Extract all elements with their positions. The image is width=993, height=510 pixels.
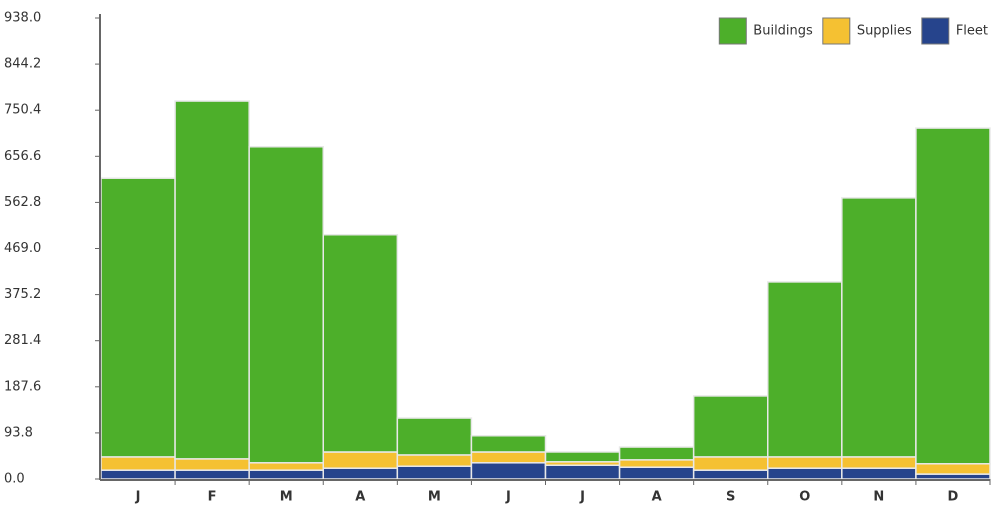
bar-segment — [322, 233, 399, 453]
bar-segment — [915, 127, 991, 465]
bar-segment — [767, 456, 843, 469]
legend-swatch — [718, 17, 747, 45]
bar-segment — [841, 197, 917, 458]
y-tick-label: 469.0 — [4, 241, 41, 256]
x-tick-label: J — [579, 490, 585, 505]
x-tick-label: F — [208, 490, 217, 505]
bar-segment — [470, 462, 547, 480]
bar-segment — [915, 463, 991, 475]
bar-segment — [100, 456, 176, 471]
y-tick-label: 187.6 — [4, 379, 41, 394]
x-tick-label: N — [873, 490, 884, 505]
bar-segment — [544, 464, 621, 480]
bar-segment — [322, 467, 399, 480]
bar-segment — [174, 458, 250, 471]
legend-label: Fleet — [956, 24, 988, 39]
y-tick-label: 281.4 — [4, 333, 41, 348]
x-tick-label: M — [428, 490, 441, 505]
bar-segment — [322, 451, 399, 469]
bar-segment — [544, 451, 621, 463]
bar-segment — [100, 177, 176, 458]
y-tick-label: 93.8 — [4, 425, 33, 440]
x-tick-label: O — [799, 490, 810, 505]
legend-label: Supplies — [857, 24, 912, 39]
bar-segment — [618, 446, 695, 461]
bar-segment — [470, 451, 547, 464]
y-tick-label: 750.4 — [4, 103, 41, 118]
legend-swatch — [822, 17, 851, 45]
y-tick-label: 844.2 — [4, 57, 41, 72]
y-tick-label: 0.0 — [4, 472, 25, 487]
y-tick-label: 375.2 — [4, 287, 41, 302]
bar-segment — [248, 469, 325, 480]
bar-segment — [470, 435, 547, 453]
bar-segment — [396, 417, 473, 456]
x-tick-label: J — [135, 490, 141, 505]
y-tick-label: 938.0 — [4, 11, 41, 26]
bar-segment — [396, 465, 473, 480]
bar-segment — [841, 456, 917, 469]
y-tick-label: 562.8 — [4, 195, 41, 210]
bar-segment — [174, 469, 250, 480]
bar-segment — [618, 459, 695, 468]
bar-segment — [248, 462, 325, 471]
y-tick-label: 656.6 — [4, 149, 41, 164]
x-tick-label: S — [726, 490, 735, 505]
x-tick-label: J — [505, 490, 511, 505]
bar-segment — [396, 454, 473, 467]
bar-segment — [618, 466, 695, 480]
x-tick-label: A — [652, 490, 662, 505]
bar-segment — [767, 467, 843, 480]
bar-segment — [174, 100, 250, 460]
bar-segment — [841, 467, 917, 480]
bar-segment — [100, 469, 176, 480]
bar-segment — [692, 395, 769, 458]
x-tick-label: A — [355, 490, 365, 505]
x-tick-label: D — [948, 490, 959, 505]
bar-segment — [692, 456, 769, 471]
legend-swatch — [921, 17, 950, 45]
legend-label: Buildings — [753, 24, 813, 39]
bar-segment — [692, 469, 769, 480]
x-tick-label: M — [280, 490, 293, 505]
bar-segment — [248, 146, 325, 464]
bar-segment — [767, 281, 843, 458]
